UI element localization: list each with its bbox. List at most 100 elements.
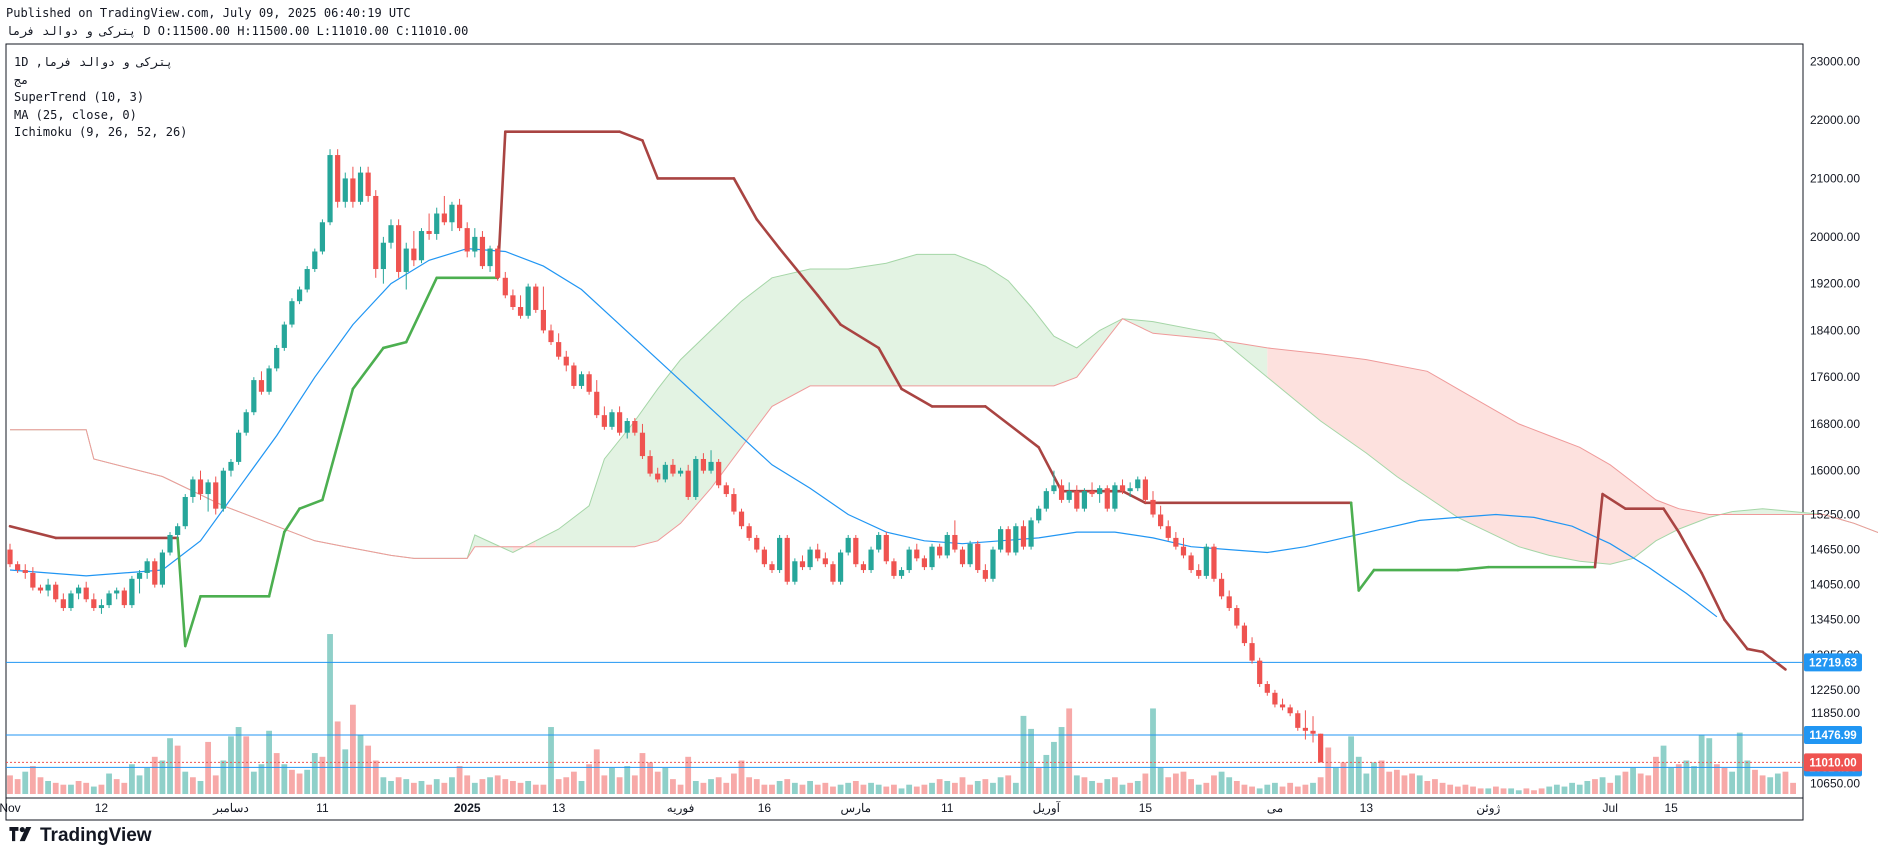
volume-bar [1211,775,1217,794]
ma-line [9,247,1718,618]
candle-body [693,458,699,497]
volume-bar [799,784,806,794]
candle-body [624,421,630,433]
candle-body [1036,508,1042,521]
legend-indicator-supertrend[interactable]: SuperTrend (10, 3) [14,90,145,104]
volume-bar [319,756,326,794]
x-tick-label: Nov [0,801,21,815]
candle-body [281,324,287,348]
volume-bar [167,738,173,794]
candle-body [144,561,150,573]
candle [624,418,630,439]
volume-bar [1386,771,1393,794]
volume-bar [1668,767,1675,794]
volume-bar [350,704,356,794]
volume-bar [639,753,646,794]
candle-body [1051,485,1057,492]
candle-body [296,289,303,302]
candle [533,283,539,313]
volume-bar [1241,784,1248,794]
legend-indicator-ichimoku[interactable]: Ichimoku (9, 26, 52, 26) [14,125,188,139]
volume-bar [7,775,13,794]
candle [731,488,737,515]
volume-bar [990,782,996,794]
volume-bar [1653,756,1659,794]
volume-bar [1393,769,1400,794]
volume-bar [1233,780,1240,794]
volume-bar [1721,767,1728,794]
y-tick-label: 20000.00 [1810,230,1860,244]
candle [441,195,447,226]
candle [22,564,28,579]
volume-bar [1012,782,1019,794]
candle [342,172,348,208]
candle-body [175,526,181,535]
candle-body [1020,526,1027,547]
volume-bar [296,773,303,794]
candle [1119,479,1126,495]
supertrend-segment [984,405,1040,449]
x-tick-label: 15 [1664,801,1678,815]
volume-bar [1470,786,1476,794]
supertrend-segment [298,498,324,510]
volume-bar [1279,786,1286,794]
candle-body [571,365,577,386]
y-tick-label: 15250.00 [1810,508,1860,522]
volume-bar [1531,790,1537,794]
legend-indicator-ma[interactable]: MA (25, close, 0) [14,107,137,122]
volume-bar [746,777,753,794]
candle-body [1043,491,1049,509]
candle [982,564,988,582]
candle [98,599,105,614]
candle-body [1318,733,1324,763]
volume-bar [1767,777,1774,794]
candle [1173,532,1179,550]
candle-body [228,461,234,471]
candle [914,543,920,562]
candle [114,587,120,600]
legend-symbol[interactable]: 1D ,پترکی و دوالد فرما [14,55,173,69]
supertrend-segment [641,139,660,180]
candle [1158,505,1164,530]
candle [1112,482,1118,512]
brand-footer[interactable]: TradingView [8,825,152,847]
volume-bar [1112,777,1118,794]
candle-body [617,412,623,433]
supertrend-segment [1746,647,1764,654]
candle-body [1287,707,1293,714]
candle [586,371,592,395]
candle-body [937,546,943,556]
candle-body [236,432,242,462]
candle-body [60,599,66,609]
volume-bar [1584,780,1591,794]
candle-body [685,470,691,497]
volume-bar [929,782,935,794]
legend-sub: مج [14,72,29,87]
candle-body [1218,578,1225,597]
candle-body [502,277,508,296]
candle-body [799,561,806,568]
tradingview-logo-icon [9,827,32,842]
candle [1279,698,1286,711]
volume-bar [738,760,745,794]
volume-bar [982,779,989,794]
candle-body [479,236,486,267]
candle-body [914,549,920,559]
candle-body [441,213,447,223]
volume-bar [540,784,547,794]
volume-bar [22,771,29,794]
volume-bar [891,784,897,794]
candle [830,561,836,585]
volume-bar [631,775,638,794]
candle [845,534,851,556]
volume-bar [548,727,554,794]
volume-bar [1523,788,1530,794]
candle [197,470,204,500]
candle [1051,470,1057,495]
volume-bar [1302,784,1309,794]
candle-body [464,228,470,252]
volume-bar [136,775,143,794]
volume-bar [1058,727,1065,794]
volume-bar [1599,777,1606,794]
